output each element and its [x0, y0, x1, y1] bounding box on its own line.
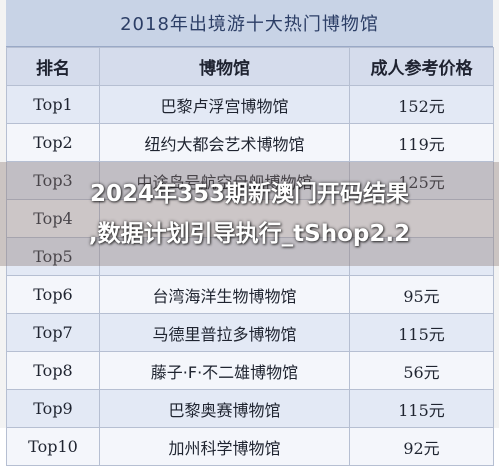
table-row: Top5 — [6, 237, 494, 276]
table-row: Top9 巴黎奥赛博物馆 115元 — [6, 389, 494, 428]
price-cell — [349, 237, 494, 276]
museum-cell: 巴黎奥赛博物馆 — [99, 389, 350, 428]
price-cell: 92元 — [349, 427, 494, 466]
rank-cell: Top10 — [6, 427, 100, 466]
overlay-caption-line-1: 2024年353期新澳门开码结果 — [89, 181, 410, 207]
table-row: Top1 巴黎卢浮宫博物馆 152元 — [6, 85, 494, 124]
overlay-caption: 2024年353期新澳门开码结果 ,数据计划引导执行_tShop2.2 — [0, 174, 499, 254]
price-cell: 95元 — [349, 275, 494, 314]
table-row: Top6 台湾海洋生物博物馆 95元 — [6, 275, 494, 314]
rank-cell: Top4 — [6, 199, 100, 238]
rank-cell: Top9 — [6, 389, 100, 428]
overlay-caption-line-2: ,数据计划引导执行_tShop2.2 — [88, 221, 411, 247]
museum-cell — [99, 237, 350, 276]
table-title: 2018年出境游十大热门博物馆 — [6, 0, 493, 47]
museum-cell — [99, 199, 350, 238]
price-cell: 115元 — [349, 389, 494, 428]
price-cell — [349, 199, 494, 238]
rank-cell: Top2 — [6, 123, 100, 162]
header-price: 成人参考价格 — [349, 47, 494, 86]
rank-cell: Top3 — [6, 161, 100, 200]
museum-cell: 藤子·F·不二雄博物馆 — [99, 351, 350, 390]
table-row: Top10 加州科学博物馆 92元 — [6, 427, 494, 466]
table-row: Top2 纽约大都会艺术博物馆 119元 — [6, 123, 494, 162]
table-row: Top4 — [6, 199, 494, 238]
table-row: Top8 藤子·F·不二雄博物馆 56元 — [6, 351, 494, 390]
table-row: Top3 中途岛号航空母舰博物馆 125元 — [6, 161, 494, 200]
price-cell: 56元 — [349, 351, 494, 390]
museum-cell: 加州科学博物馆 — [99, 427, 350, 466]
museum-ranking-table: 排名 博物馆 成人参考价格 Top1 巴黎卢浮宫博物馆 152元 Top2 纽约… — [6, 47, 494, 466]
rank-cell: Top5 — [6, 237, 100, 276]
museum-cell: 纽约大都会艺术博物馆 — [99, 123, 350, 162]
rank-cell: Top6 — [6, 275, 100, 314]
price-cell: 119元 — [349, 123, 494, 162]
museum-cell: 马德里普拉多博物馆 — [99, 313, 350, 352]
museum-cell: 台湾海洋生物博物馆 — [99, 275, 350, 314]
table-row: Top7 马德里普拉多博物馆 115元 — [6, 313, 494, 352]
price-cell: 152元 — [349, 85, 494, 124]
price-cell: 115元 — [349, 313, 494, 352]
museum-cell: 巴黎卢浮宫博物馆 — [99, 85, 350, 124]
rank-cell: Top1 — [6, 85, 100, 124]
header-museum: 博物馆 — [99, 47, 350, 86]
header-rank: 排名 — [6, 47, 100, 86]
rank-cell: Top7 — [6, 313, 100, 352]
header-row: 排名 博物馆 成人参考价格 — [6, 47, 494, 86]
rank-cell: Top8 — [6, 351, 100, 390]
